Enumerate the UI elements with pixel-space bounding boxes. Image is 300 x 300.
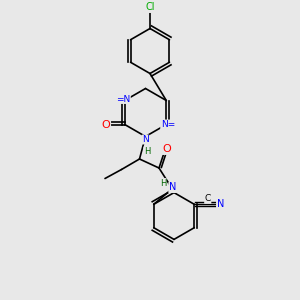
- Text: N: N: [217, 199, 224, 209]
- Text: N=: N=: [161, 120, 175, 129]
- Text: N: N: [169, 182, 176, 193]
- Text: H: H: [160, 178, 166, 188]
- Text: H: H: [144, 147, 150, 156]
- Text: C: C: [205, 194, 211, 203]
- Text: N: N: [142, 135, 149, 144]
- Text: =N: =N: [116, 94, 130, 103]
- Text: Cl: Cl: [145, 2, 155, 13]
- Text: O: O: [162, 144, 171, 154]
- Text: O: O: [102, 119, 110, 130]
